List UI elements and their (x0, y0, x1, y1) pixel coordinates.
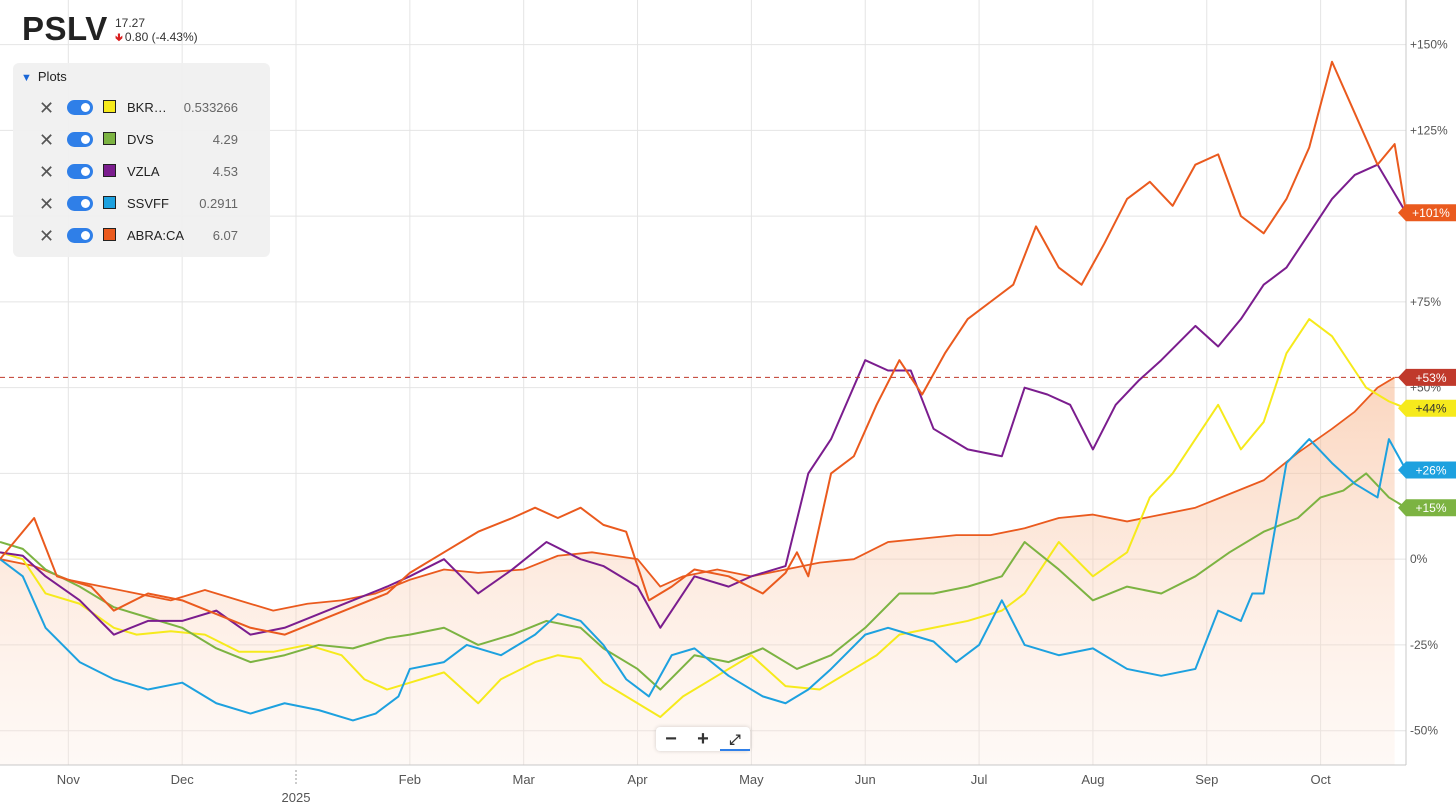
color-swatch[interactable] (103, 132, 116, 145)
plots-panel: ▼ Plots ✕ BKR… 0.533266 ✕ DVS 4.29 ✕ VZLA 4.53 ✕ SS… (13, 63, 270, 257)
x-tick-label: Oct (1310, 772, 1331, 787)
x-tick-label: Mar (512, 772, 535, 787)
color-swatch[interactable] (103, 228, 116, 241)
series-line-pslv (0, 376, 1396, 612)
x-tick-label: Sep (1195, 772, 1218, 787)
y-tick-label: -50% (1410, 724, 1438, 738)
visibility-toggle[interactable] (67, 132, 93, 147)
plot-row: ✕ VZLA 4.53 (13, 161, 270, 185)
zoom-out-button[interactable]: − (665, 728, 677, 750)
series-line-vzla (0, 163, 1407, 636)
x-tick-label: Feb (399, 772, 421, 787)
plot-value: 0.533266 (183, 100, 238, 115)
price-value: 17.27 (115, 16, 146, 30)
x-tick-label: 2025 (282, 790, 311, 805)
series-line-dvs (0, 472, 1407, 691)
visibility-toggle[interactable] (67, 196, 93, 211)
close-icon[interactable]: ✕ (39, 162, 55, 182)
visibility-toggle[interactable] (67, 228, 93, 243)
end-bkr-tag (1398, 399, 1456, 417)
plots-header[interactable]: ▼ Plots (21, 69, 67, 84)
plot-value: 4.53 (212, 164, 238, 179)
series-line-bkr (0, 318, 1407, 718)
close-icon[interactable]: ✕ (39, 194, 55, 214)
end-dvs-label: +15% (1415, 501, 1446, 515)
y-tick-label: 0% (1410, 552, 1428, 566)
visibility-toggle[interactable] (67, 164, 93, 179)
plot-value: 4.29 (212, 132, 238, 147)
change-value-wrap: 🢃 0.80 (-4.43%) (115, 30, 198, 45)
quote-block: 17.27 🢃 0.80 (-4.43%) (115, 16, 198, 45)
end-reference-tag (1398, 368, 1456, 386)
plot-name: VZLA (127, 164, 160, 179)
close-icon[interactable]: ✕ (39, 98, 55, 118)
end-dvs-tag (1398, 499, 1456, 517)
color-swatch[interactable] (103, 196, 116, 209)
fullscreen-button[interactable]: ⤢ (720, 727, 750, 751)
zoom-in-button[interactable]: + (697, 728, 709, 750)
plot-row: ✕ DVS 4.29 (13, 129, 270, 153)
x-tick-label: May (739, 772, 764, 787)
plots-title: Plots (37, 69, 67, 84)
visibility-toggle[interactable] (67, 100, 93, 115)
plot-row: ✕ BKR… 0.533266 (13, 97, 270, 121)
end-ssvff-tag (1398, 461, 1456, 479)
end-abraca-tag (1398, 204, 1456, 222)
x-tick-label: Dec (171, 772, 195, 787)
plot-name: ABRA:CA (127, 228, 185, 243)
x-tick-label: Aug (1081, 772, 1104, 787)
down-arrow-icon: 🢃 (115, 32, 123, 44)
x-tick-label: Nov (57, 772, 81, 787)
series-line-abraca (0, 60, 1407, 636)
color-swatch[interactable] (103, 164, 116, 177)
end-abraca-label: +101% (1412, 206, 1450, 220)
y-tick-label: +75% (1410, 295, 1441, 309)
series-area-pslv (0, 377, 1395, 765)
y-tick-label: -25% (1410, 638, 1438, 652)
x-tick-label: Jun (855, 772, 876, 787)
plot-row: ✕ ABRA:CA 6.07 (13, 225, 270, 249)
plot-row: ✕ SSVFF 0.2911 (13, 193, 270, 217)
end-ssvff-label: +26% (1415, 463, 1446, 477)
triangle-down-icon: ▼ (21, 72, 32, 84)
close-icon[interactable]: ✕ (39, 130, 55, 150)
plot-name: DVS (127, 132, 154, 147)
plot-value: 6.07 (212, 228, 238, 243)
x-tick-label: Apr (627, 772, 648, 787)
symbol-title: PSLV (22, 10, 108, 47)
close-icon[interactable]: ✕ (39, 226, 55, 246)
end-bkr-label: +44% (1415, 402, 1446, 416)
plot-name: SSVFF (127, 196, 169, 211)
y-tick-label: +150% (1410, 38, 1448, 52)
zoom-controls: − + ⤢ (656, 727, 750, 751)
series-line-ssvff (0, 438, 1407, 722)
y-tick-label: +125% (1410, 123, 1448, 137)
plot-value: 0.2911 (199, 196, 238, 211)
x-tick-label: Jul (971, 772, 988, 787)
color-swatch[interactable] (103, 100, 116, 113)
change-value: 0.80 (-4.43%) (124, 30, 198, 44)
plot-name: BKR… (127, 100, 167, 115)
end-reference-label: +53% (1415, 371, 1446, 385)
